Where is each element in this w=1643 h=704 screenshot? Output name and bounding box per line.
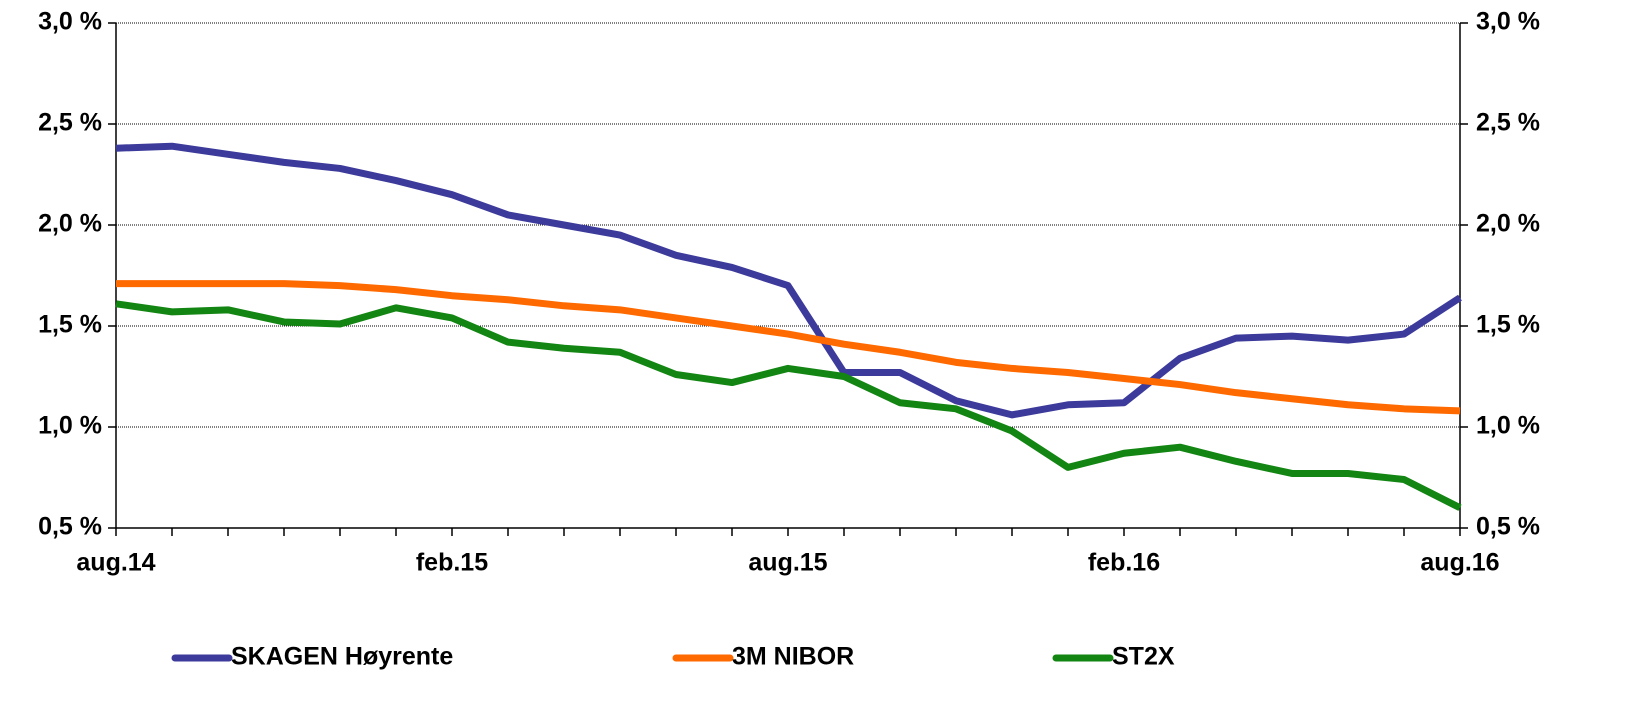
y-tick-label: 1,5 % [38, 311, 102, 339]
x-tick-label: feb.16 [1088, 549, 1160, 577]
y-tick-label: 2,5 % [38, 109, 102, 137]
series-line [116, 280, 1461, 415]
y2-tick-label: 2,0 % [1476, 210, 1540, 238]
series-line [115, 142, 1462, 419]
y2-tick-label: 2,5 % [1476, 109, 1540, 137]
x-tick-label: aug.16 [1420, 549, 1499, 577]
y2-tick-label: 3,0 % [1476, 8, 1540, 36]
y2-tick-label: 1,5 % [1476, 311, 1540, 339]
y2-tick-label: 1,0 % [1476, 412, 1540, 440]
legend-label: 3M NIBOR [732, 643, 854, 671]
x-tick-label: aug.14 [76, 549, 155, 577]
series-line [115, 300, 1462, 511]
y2-tick-label: 0,5 % [1476, 513, 1540, 541]
y-tick-label: 0,5 % [38, 513, 102, 541]
y-tick-label: 1,0 % [38, 412, 102, 440]
x-tick-label: feb.15 [416, 549, 488, 577]
legend-label: SKAGEN Høyrente [231, 643, 453, 671]
legend-label: ST2X [1112, 643, 1175, 671]
y-tick-label: 2,0 % [38, 210, 102, 238]
x-tick-label: aug.15 [748, 549, 827, 577]
y-tick-label: 3,0 % [38, 8, 102, 36]
